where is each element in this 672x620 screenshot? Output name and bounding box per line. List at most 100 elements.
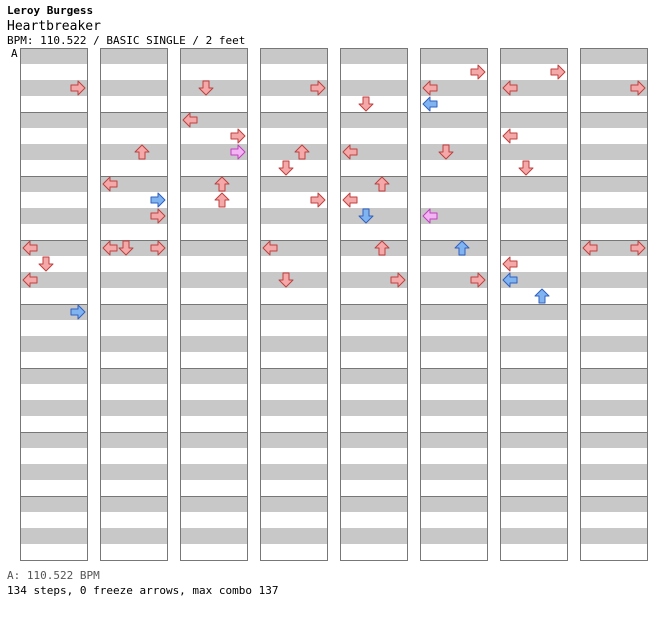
step-arrow-right-icon (310, 80, 326, 96)
beat-band (260, 304, 328, 320)
beat-band (20, 176, 88, 192)
beat-band (260, 272, 328, 288)
beat-band (100, 112, 168, 128)
beat-band (180, 528, 248, 544)
arrow-shape (22, 240, 38, 256)
beat-band (500, 144, 568, 160)
beat-band (180, 80, 248, 96)
step-arrow-right-icon (310, 192, 326, 208)
step-arrow-left-icon (502, 80, 518, 96)
beat-band (260, 176, 328, 192)
song-artist: Leroy Burgess (7, 4, 94, 17)
column-border (100, 48, 168, 561)
beat-band (580, 48, 648, 64)
beat-band (340, 48, 408, 64)
step-arrow-left-icon (182, 112, 198, 128)
arrow-shape (118, 240, 134, 256)
beat-band (420, 336, 488, 352)
beat-band (340, 528, 408, 544)
beat-band (420, 48, 488, 64)
arrow-shape (502, 80, 518, 96)
arrow-shape (342, 144, 358, 160)
beat-band (340, 112, 408, 128)
beat-band (180, 432, 248, 448)
step-arrow-left-icon (502, 272, 518, 288)
arrow-shape (182, 112, 198, 128)
chart-column (500, 48, 568, 561)
step-arrow-down-icon (358, 208, 374, 224)
beat-band (20, 496, 88, 512)
beat-band (20, 208, 88, 224)
beat-band (180, 240, 248, 256)
beat-band (100, 304, 168, 320)
step-arrow-up-icon (214, 192, 230, 208)
beat-band (100, 368, 168, 384)
step-arrow-right-icon (390, 272, 406, 288)
beat-band (420, 528, 488, 544)
beat-band (420, 496, 488, 512)
beat-band (260, 240, 328, 256)
beat-band (340, 496, 408, 512)
beat-band (420, 400, 488, 416)
beat-band (580, 400, 648, 416)
arrow-shape (310, 80, 326, 96)
beat-band (260, 400, 328, 416)
step-arrow-left-icon (422, 80, 438, 96)
arrow-shape (470, 272, 486, 288)
arrow-shape (230, 144, 246, 160)
arrow-shape (102, 176, 118, 192)
beat-band (340, 80, 408, 96)
beat-band (180, 304, 248, 320)
beat-band (180, 336, 248, 352)
arrow-shape (102, 240, 118, 256)
arrow-shape (630, 240, 646, 256)
beat-band (20, 464, 88, 480)
chart-column (420, 48, 488, 561)
step-arrow-left-icon (502, 256, 518, 272)
chart-column (180, 48, 248, 561)
beat-band (260, 112, 328, 128)
arrow-shape (150, 192, 166, 208)
beat-band (20, 240, 88, 256)
beat-band (260, 432, 328, 448)
step-arrow-left-icon (422, 208, 438, 224)
beat-band (420, 464, 488, 480)
beat-band (180, 272, 248, 288)
step-arrow-right-icon (150, 208, 166, 224)
arrow-shape (502, 128, 518, 144)
arrow-shape (70, 80, 86, 96)
step-arrow-right-icon (230, 128, 246, 144)
beat-band (420, 80, 488, 96)
arrow-shape (342, 192, 358, 208)
beat-band (500, 240, 568, 256)
step-arrow-right-icon (70, 80, 86, 96)
beat-band (340, 240, 408, 256)
beat-band (580, 272, 648, 288)
arrow-shape (422, 96, 438, 112)
beat-band (420, 240, 488, 256)
song-title: Heartbreaker (7, 19, 101, 34)
arrow-shape (422, 80, 438, 96)
step-arrow-up-icon (374, 176, 390, 192)
step-arrow-left-icon (342, 144, 358, 160)
beat-band (580, 336, 648, 352)
step-arrow-left-icon (422, 96, 438, 112)
arrow-shape (630, 80, 646, 96)
arrow-shape (278, 272, 294, 288)
step-arrow-left-icon (342, 192, 358, 208)
step-arrow-down-icon (518, 160, 534, 176)
step-arrow-up-icon (134, 144, 150, 160)
step-arrow-down-icon (198, 80, 214, 96)
beat-band (340, 336, 408, 352)
arrow-shape (22, 272, 38, 288)
arrow-shape (310, 192, 326, 208)
beat-band (260, 496, 328, 512)
arrow-shape (582, 240, 598, 256)
step-arrow-down-icon (118, 240, 134, 256)
beat-band (260, 208, 328, 224)
beat-band (580, 368, 648, 384)
beat-band (580, 464, 648, 480)
beat-band (180, 208, 248, 224)
beat-band (500, 496, 568, 512)
beat-band (260, 80, 328, 96)
